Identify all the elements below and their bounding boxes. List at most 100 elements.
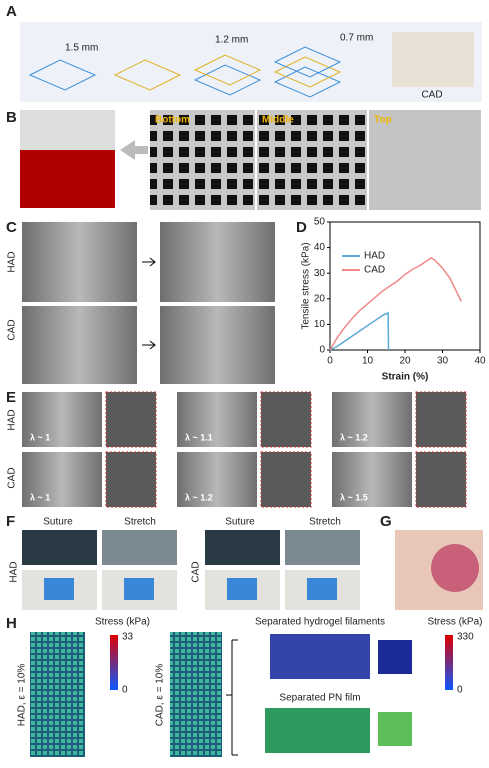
step-label: Suture	[43, 517, 73, 528]
zoom	[415, 391, 467, 448]
y-tick-label: 30	[314, 268, 326, 279]
layer-label: Top	[374, 115, 392, 126]
y-tick-label: 10	[314, 319, 326, 330]
y-tick-label: 50	[314, 217, 326, 228]
dimension: 1.2 mm	[215, 35, 248, 46]
product-label: CAD	[421, 90, 442, 101]
x-tick-label: 0	[327, 356, 333, 367]
photo	[177, 452, 257, 507]
sem-image	[257, 110, 367, 210]
panel-label: E	[6, 389, 16, 406]
scale-value: 0	[457, 685, 463, 696]
photo	[102, 530, 177, 565]
simulation	[270, 634, 370, 679]
step-label: Suture	[225, 517, 255, 528]
x-tick-label: 20	[399, 356, 411, 367]
simulation	[170, 632, 222, 757]
gel	[307, 578, 337, 600]
scaffolds	[28, 46, 342, 98]
y-tick-label: 20	[314, 293, 326, 304]
gel	[44, 578, 74, 600]
chart: 0 10 20 30 40 50 0 10 20 30 40 Strain (%) Tensile st…	[301, 217, 486, 383]
bracket	[226, 639, 238, 756]
step-label: Stretch	[309, 517, 341, 528]
photo	[22, 306, 137, 384]
row-label: CAD	[191, 561, 202, 582]
photo	[22, 452, 102, 507]
dimension: 1.5 mm	[65, 43, 98, 54]
line	[329, 311, 390, 351]
photo	[20, 110, 115, 150]
x-tick-label: 30	[437, 356, 449, 367]
legend-label: CAD	[364, 265, 385, 276]
step-label: Stretch	[124, 517, 156, 528]
scale-title: Stress (kPa)	[95, 617, 150, 628]
photo	[332, 452, 412, 507]
colorbar	[445, 635, 453, 690]
photo	[22, 392, 102, 447]
arrow	[120, 140, 148, 160]
lambda-label: λ ~ 1.5	[340, 492, 368, 502]
x-tick-label: 10	[362, 356, 374, 367]
lambda-label: λ ~ 1	[30, 432, 50, 442]
panel-label: B	[6, 109, 17, 126]
lambda-label: λ ~ 1.2	[185, 492, 213, 502]
x-tick-label: 40	[474, 356, 486, 367]
gel	[227, 578, 257, 600]
zoom	[105, 391, 157, 448]
photo	[332, 392, 412, 447]
row-label: HAD	[7, 251, 18, 272]
zoom	[378, 640, 412, 674]
zoom	[415, 451, 467, 508]
sim-label: HAD, ε = 10%	[17, 664, 28, 727]
part-label: Separated hydrogel filaments	[255, 617, 385, 628]
photo	[285, 530, 360, 565]
panel-label: H	[6, 615, 17, 632]
zoom	[105, 451, 157, 508]
photo	[205, 530, 280, 565]
zoom	[260, 451, 312, 508]
scale-title: Stress (kPa)	[427, 617, 482, 628]
simulation	[265, 708, 370, 753]
sim-label: CAD, ε = 10%	[155, 664, 166, 727]
row-label: HAD	[7, 409, 18, 430]
scale-value: 330	[457, 632, 474, 643]
row-label: HAD	[9, 561, 20, 582]
images: λ ~ 1 λ ~ 1.1 λ ~ 1.2 λ ~ 1 λ ~ 1.2 λ ~ 1.5	[22, 391, 467, 508]
panel-label: F	[6, 513, 15, 530]
patch	[431, 544, 479, 592]
lambda-label: λ ~ 1.2	[340, 432, 368, 442]
panel-label: C	[6, 219, 17, 236]
lambda-label: λ ~ 1	[30, 492, 50, 502]
line	[329, 256, 462, 351]
panel-label: D	[296, 219, 307, 236]
panel-label: G	[380, 513, 392, 530]
layer-label: Bottom	[155, 115, 190, 126]
y-axis-label: Tensile stress (kPa)	[301, 242, 312, 329]
zoom	[260, 391, 312, 448]
photo	[160, 306, 275, 384]
zoom	[378, 712, 412, 746]
part-label: Separated PN film	[279, 693, 360, 704]
simulation	[30, 632, 85, 757]
lambda-label: λ ~ 1.1	[185, 432, 213, 442]
row-label: CAD	[7, 467, 18, 488]
row-label: CAD	[7, 319, 18, 340]
images	[22, 530, 360, 610]
sem-image	[150, 110, 255, 210]
photo	[22, 222, 137, 302]
y-tick-label: 0	[319, 345, 325, 356]
y-tick-label: 40	[314, 242, 326, 253]
dimension: 0.7 mm	[340, 33, 373, 44]
scale-value: 33	[122, 632, 134, 643]
photo	[177, 392, 257, 447]
x-axis-label: Strain (%)	[382, 372, 429, 383]
panel-label: A	[6, 3, 17, 20]
gel	[124, 578, 154, 600]
photo	[160, 222, 275, 302]
legend-label: HAD	[364, 251, 385, 262]
sem-image	[369, 110, 481, 210]
layer-label: Middle	[262, 115, 294, 126]
